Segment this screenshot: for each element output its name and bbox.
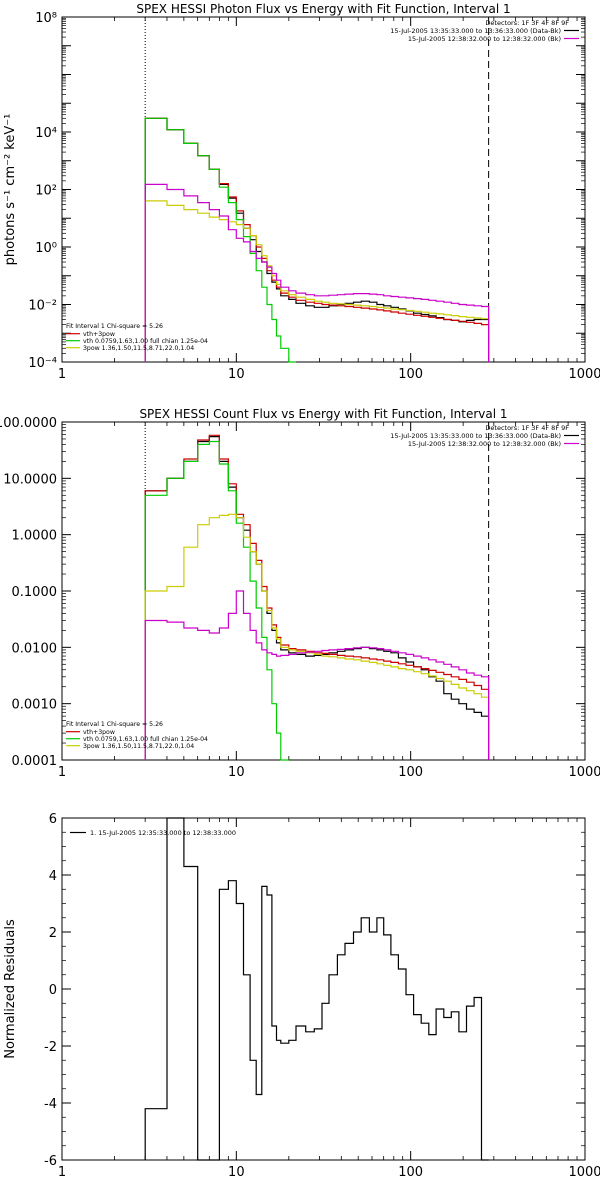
interval-legend-text: 15-Jul-2005 12:38:32.000 to 12:38:32.000…: [408, 35, 561, 43]
series-line-3pow: [144, 513, 490, 760]
x-tick-label: 1: [58, 1165, 66, 1180]
x-tick-label: 10: [228, 1165, 245, 1180]
x-tick-label: 100: [398, 367, 423, 382]
detectors-legend: Detectors: 1F 3F 4F 8F 9F: [485, 424, 569, 432]
fit-legend-header: Fit Interval 1 Chi-square = 5.26: [66, 721, 163, 728]
fit-legend-text: vth+3pow: [83, 729, 115, 736]
x-tick-label: 10: [228, 367, 245, 382]
plot-panel-3: 1 10 100 1000 -6 -4 -2 0 2 4 6 Normalized Residuals…: [3, 812, 600, 1180]
y-tick-label: -6: [44, 1154, 57, 1169]
fit-legend-text: 3pow 1.36,1.50,11.5,8.71,22.0,1.04: [83, 345, 194, 352]
y-tick-label: 0.0100: [12, 641, 58, 656]
series-line-bk: [144, 183, 490, 362]
y-tick-label: 1.0000: [12, 529, 58, 544]
y-tick-label: 10⁴: [35, 126, 57, 141]
y-tick-label: 0.0001: [12, 754, 58, 769]
fit-legend-text: 3pow 1.36,1.50,11.5,8.71,22.0,1.04: [83, 743, 194, 750]
series-line-bk: [144, 590, 490, 760]
plot-panel-2: 1 10 100 1000 0.0001 0.0010 0.0100 0.1000 1.0000…: [0, 407, 600, 780]
y-tick-label: 0.0010: [12, 698, 58, 713]
y-tick-label: 10.0000: [3, 472, 57, 487]
fit-legend-text: vth+3pow: [83, 331, 115, 338]
y-tick-label: 10²: [35, 184, 57, 199]
y-tick-label: 10⁸: [35, 11, 57, 26]
fit-legend-text: vth 0.0759,1.63,1.00 full chian 1.25e-04: [83, 338, 208, 345]
y-tick-label: 10⁰: [35, 241, 57, 256]
y-tick-label: -2: [44, 1040, 57, 1055]
interval-legend-text: 15-Jul-2005 12:38:32.000 to 12:38:32.000…: [408, 440, 561, 448]
y-tick-label: 0: [49, 983, 57, 998]
interval-legend-text: 15-Jul-2005 13:35:33.000 to 13:36:33.000…: [390, 27, 561, 35]
y-axis-label: photons s⁻¹ cm⁻² keV⁻¹: [3, 114, 18, 266]
plot-title: SPEX HESSI Photon Flux vs Energy with Fi…: [136, 2, 510, 16]
detectors-legend: Detectors: 1F 3F 4F 8F 9F: [485, 19, 569, 27]
y-tick-label: 2: [49, 926, 57, 941]
residual-legend-text: 1. 15-Jul-2005 12:35:33.000 to 12:38:33.…: [90, 829, 236, 837]
x-tick-label: 1: [58, 765, 66, 780]
y-tick-label: 10⁻²: [28, 299, 57, 314]
x-tick-label: 1000: [568, 1165, 600, 1180]
series-line-vth-3pow: [144, 117, 490, 362]
series-line-1-15-jul-2005-12-35-33-000-to-12-38-33-000: [144, 817, 489, 1161]
y-tick-label: 10⁻⁴: [28, 356, 57, 371]
x-tick-label: 1000: [568, 765, 600, 780]
x-tick-label: 1: [58, 367, 66, 382]
y-tick-label: -4: [44, 1097, 57, 1112]
series-line-3pow: [144, 200, 490, 362]
plot-title: SPEX HESSI Count Flux vs Energy with Fit…: [139, 407, 507, 421]
y-tick-label: 6: [49, 812, 57, 827]
x-tick-label: 10: [228, 765, 245, 780]
fit-legend-header: Fit Interval 1 Chi-square = 5.26: [66, 323, 163, 330]
y-tick-label: 100.0000: [0, 416, 57, 431]
x-tick-label: 100: [398, 1165, 423, 1180]
x-tick-label: 100: [398, 765, 423, 780]
interval-legend-text: 15-Jul-2005 13:35:33.000 to 13:36:33.000…: [390, 432, 561, 440]
series-line-data-bk: [144, 117, 490, 362]
plot-panel-1: 1 10 100 1000 10⁻⁴ 10⁻² 10⁰ 10² 10⁴ 10⁸ SPEX HESSI…: [3, 2, 600, 382]
y-tick-label: 0.1000: [12, 585, 58, 600]
y-tick-label: 4: [49, 869, 57, 884]
x-tick-label: 1000: [568, 367, 600, 382]
series-line-vth: [144, 117, 296, 363]
y-axis-label: Normalized Residuals: [3, 919, 18, 1059]
series-line-vth-3pow: [144, 434, 490, 760]
fit-legend-text: vth 0.0759,1.63,1.00 full chian 1.25e-04: [83, 736, 208, 743]
